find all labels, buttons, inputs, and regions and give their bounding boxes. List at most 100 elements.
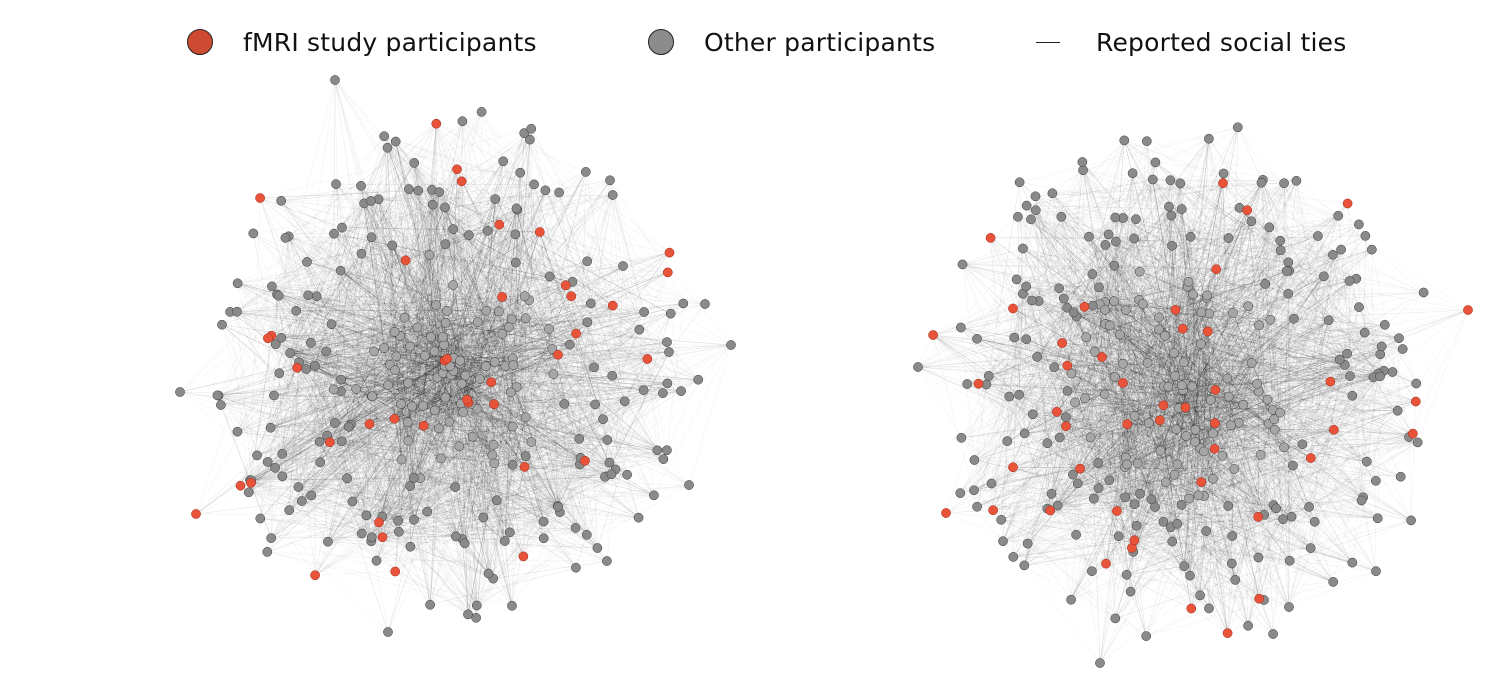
network-left-tie <box>460 403 654 496</box>
network-left-fmri-participant-node <box>374 517 384 528</box>
network-left-other-participant-node <box>554 187 564 198</box>
network-left-other-participant-node <box>520 412 531 423</box>
network-left-tie <box>432 204 506 367</box>
network-left-tie <box>413 477 690 486</box>
network-left-tie <box>466 184 535 400</box>
network-left-tie <box>517 209 550 277</box>
network-left-tie <box>539 231 565 404</box>
network-left-tie <box>481 111 644 391</box>
network-left-tie <box>281 352 291 454</box>
network-left-tie <box>341 441 414 479</box>
network-left-fmri-participant-node <box>642 354 653 364</box>
network-left-tie <box>306 344 570 370</box>
network-left-tie <box>376 375 452 561</box>
network-left-tie <box>492 329 640 456</box>
network-left-tie <box>429 204 433 255</box>
network-left-other-participant-node <box>382 142 393 153</box>
network-left-other-participant-node <box>217 319 227 330</box>
network-left-tie <box>251 480 489 574</box>
network-left-tie <box>340 391 477 618</box>
network-left-tie <box>267 172 521 339</box>
network-left-tie <box>395 460 586 572</box>
network-left-tie <box>612 194 645 313</box>
network-left-tie <box>413 477 505 542</box>
network-left-tie <box>334 270 341 424</box>
network-left-tie <box>398 328 550 521</box>
network-left-other-participant-node <box>602 556 612 566</box>
network-left-tie <box>440 458 586 462</box>
network-left-tie <box>383 347 525 468</box>
network-left-tie <box>440 458 466 544</box>
network-left-tie <box>387 147 445 361</box>
network-left-tie <box>430 123 437 338</box>
network-left-tie <box>195 370 396 515</box>
network-left-tie <box>513 348 553 366</box>
network-left-tie <box>413 389 644 479</box>
network-left-tie <box>360 185 671 314</box>
network-left-tie <box>352 457 581 502</box>
network-left-tie <box>217 327 418 396</box>
network-left-tie <box>271 516 383 539</box>
network-left-tie <box>445 365 506 398</box>
network-left-tie <box>510 128 532 393</box>
network-left-tie <box>311 336 431 496</box>
network-left-tie <box>409 363 460 487</box>
network-left-tie <box>370 200 421 479</box>
network-left-tie <box>363 203 389 386</box>
network-left-tie <box>668 303 706 353</box>
network-left-other-participant-node <box>726 340 736 350</box>
network-left-tie <box>413 162 460 364</box>
network-left-tie <box>371 396 400 532</box>
network-left-tie <box>378 441 532 523</box>
network-left-other-participant-node <box>391 351 402 362</box>
network-left-tie <box>413 462 610 520</box>
network-left-other-participant-node <box>274 368 285 379</box>
network-left-tie <box>461 181 565 404</box>
network-left-tie <box>348 426 610 463</box>
network-left-other-participant-node <box>321 346 331 357</box>
network-left-tie <box>394 440 409 572</box>
network-left-tie <box>341 441 532 443</box>
network-left-tie <box>273 395 446 400</box>
network-left-tie <box>361 355 426 534</box>
network-left-tie <box>524 180 611 297</box>
network-left-tie <box>511 469 616 606</box>
network-left-tie <box>376 411 464 561</box>
network-left-tie <box>434 403 565 411</box>
network-left-tie <box>341 227 383 517</box>
network-left-other-participant-node <box>284 505 295 515</box>
legend-fmri-label: fMRI study participants <box>243 27 537 57</box>
network-left-other-participant-node <box>255 513 266 524</box>
network-left-tie <box>436 276 550 306</box>
network-left-tie <box>333 194 613 234</box>
network-left-tie <box>579 404 596 439</box>
network-left-tie <box>279 373 336 424</box>
network-left-tie <box>296 231 540 368</box>
network-left-tie <box>298 404 596 488</box>
network-left-other-participant-node <box>436 453 446 464</box>
network-left-tie <box>455 474 628 537</box>
network-left-tie <box>220 337 442 406</box>
network-left-tie <box>513 365 576 528</box>
network-left-tie <box>340 209 518 271</box>
network-left-tie <box>371 237 408 423</box>
network-left-tie <box>523 403 565 557</box>
network-left-tie <box>413 162 492 383</box>
network-left-tie <box>511 133 525 320</box>
network-left-tie <box>331 323 411 347</box>
network-left-tie <box>315 571 396 576</box>
network-left-other-participant-node <box>520 313 531 324</box>
network-left-other-participant-node <box>456 378 467 389</box>
network-left-tie <box>371 541 465 544</box>
network-left-tie <box>260 261 308 519</box>
network-left-tie <box>487 128 532 231</box>
network-left-tie <box>370 383 409 542</box>
network-left-tie <box>260 190 419 199</box>
network-left-tie <box>289 352 312 496</box>
legend-fmri-marker-icon <box>187 29 213 55</box>
network-left-fmri-participant-node <box>489 399 499 410</box>
network-left-tie <box>271 319 512 336</box>
network-left-other-participant-node <box>658 388 668 398</box>
network-left-tie <box>383 136 446 323</box>
network-left-tie <box>438 383 462 429</box>
